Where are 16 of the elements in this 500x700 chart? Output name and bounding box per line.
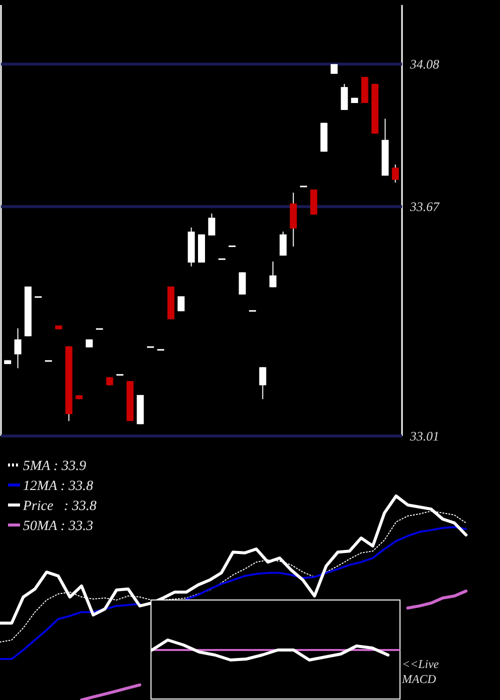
candlestick — [392, 164, 399, 184]
y-tick-label: 33.67 — [409, 199, 440, 214]
candlestick — [14, 328, 22, 369]
y-tick-label: 33.01 — [409, 428, 440, 444]
candlestick — [280, 231, 287, 256]
legend-label: 50MA : 33.3 — [23, 519, 94, 534]
legend-label: Price : 33.8 — [22, 499, 96, 514]
legend-label: 5MA : 33.9 — [23, 459, 86, 474]
y-tick-label: 34.08 — [409, 56, 440, 72]
annotation: <<Live MACD — [401, 657, 440, 686]
candlestick — [340, 83, 348, 110]
candlestick — [208, 213, 216, 236]
legend-label: 12MA : 33.8 — [23, 479, 94, 494]
candlestick — [269, 261, 276, 288]
candlestick — [259, 366, 266, 400]
candlestick — [330, 64, 338, 74]
